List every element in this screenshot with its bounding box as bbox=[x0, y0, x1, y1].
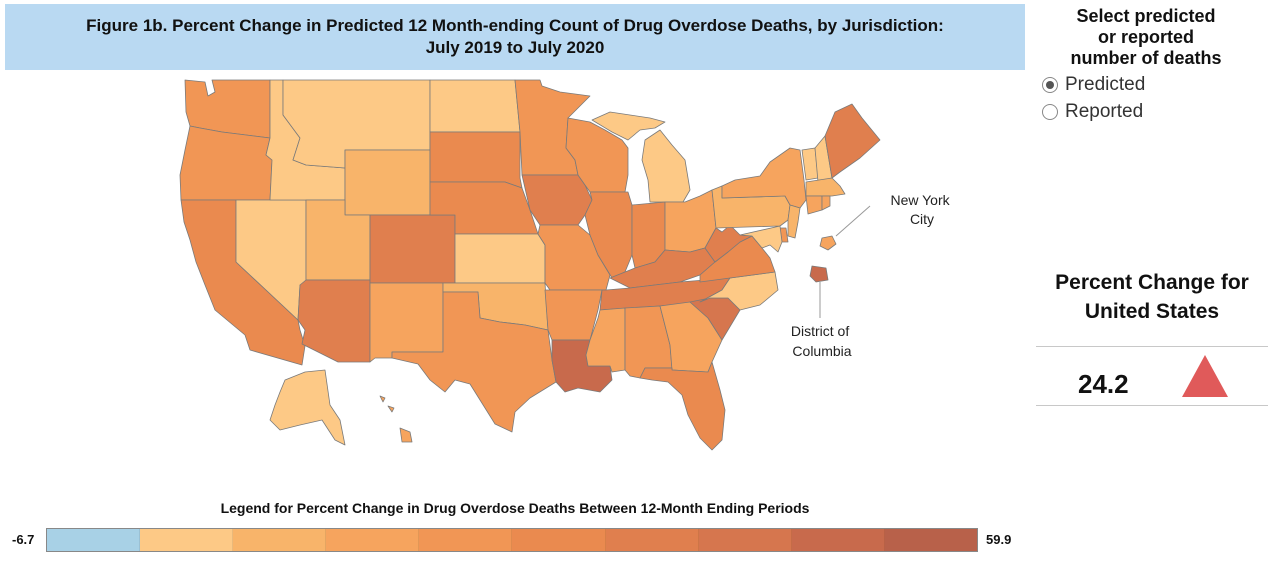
dc-label: District of Columbia bbox=[791, 323, 853, 359]
legend-segment-10 bbox=[884, 529, 977, 551]
legend-segment-3 bbox=[233, 529, 327, 551]
legend-segment-1 bbox=[47, 529, 141, 551]
nyc-label-line2: City bbox=[910, 211, 934, 227]
state-florida[interactable] bbox=[639, 361, 726, 451]
radio-predicted-label: Predicted bbox=[1065, 73, 1146, 95]
state-alaska[interactable] bbox=[269, 369, 346, 446]
increase-arrow-icon bbox=[1182, 355, 1228, 397]
nyc-label-line1: New York bbox=[890, 192, 950, 208]
legend-segment-4 bbox=[326, 529, 420, 551]
nyc-leader-line bbox=[835, 205, 871, 237]
state-maine[interactable] bbox=[824, 103, 881, 179]
state-rhode-island[interactable] bbox=[821, 195, 831, 211]
state-new-mexico[interactable] bbox=[369, 282, 444, 363]
radio-predicted-circle[interactable] bbox=[1042, 76, 1058, 93]
legend-segment-8 bbox=[698, 529, 792, 551]
figure-title-line2: July 2019 to July 2020 bbox=[425, 38, 605, 57]
state-north-carolina[interactable] bbox=[699, 271, 779, 311]
radio-reported-label: Reported bbox=[1065, 100, 1144, 122]
state-texas[interactable] bbox=[391, 291, 557, 433]
state-michigan[interactable] bbox=[641, 129, 691, 203]
state-michigan-upper[interactable] bbox=[591, 111, 666, 141]
us-percent-change-value: 24.2 bbox=[1078, 369, 1129, 399]
state-arizona[interactable] bbox=[297, 279, 371, 363]
area-district-of-columbia[interactable] bbox=[809, 265, 829, 283]
map-annotations: New York City District of Columbia bbox=[791, 192, 953, 359]
state-new-york[interactable] bbox=[721, 147, 807, 209]
state-south-dakota[interactable] bbox=[429, 131, 523, 189]
figure-title-line1: Figure 1b. Percent Change in Predicted 1… bbox=[86, 16, 944, 35]
us-summary-value-row: 24.2 bbox=[1036, 347, 1268, 405]
state-new-jersey[interactable] bbox=[787, 204, 801, 239]
state-connecticut[interactable] bbox=[805, 195, 823, 215]
us-summary: Percent Change for United States 24.2 bbox=[1036, 268, 1268, 406]
us-choropleth-map: New York City District of Columbia bbox=[0, 72, 1030, 492]
radio-predicted[interactable]: Predicted bbox=[1036, 73, 1266, 96]
us-summary-title: Percent Change for United States bbox=[1036, 268, 1268, 326]
data-type-selector: Select predicted or reported number of d… bbox=[1036, 6, 1266, 123]
radio-reported-circle[interactable] bbox=[1042, 103, 1058, 120]
us-summary-rule-bottom bbox=[1036, 405, 1268, 406]
state-kansas[interactable] bbox=[454, 233, 546, 284]
dc-label-line2: Columbia bbox=[792, 343, 851, 359]
state-wyoming[interactable] bbox=[344, 149, 431, 216]
states-layer bbox=[179, 79, 881, 451]
figure-title: Figure 1b. Percent Change in Predicted 1… bbox=[5, 4, 1025, 70]
legend-max-label: 59.9 bbox=[986, 532, 1012, 547]
legend-segment-7 bbox=[605, 529, 699, 551]
legend-color-bar bbox=[46, 528, 978, 552]
state-colorado[interactable] bbox=[369, 214, 456, 284]
map-svg: New York City District of Columbia bbox=[179, 79, 953, 451]
us-summary-title-line1: Percent Change for bbox=[1055, 271, 1249, 294]
area-new-york-city[interactable] bbox=[819, 235, 837, 251]
legend-min-label: -6.7 bbox=[12, 532, 35, 547]
selector-title: Select predicted or reported number of d… bbox=[1070, 6, 1222, 68]
state-north-dakota[interactable] bbox=[429, 79, 521, 133]
dc-label-line1: District of bbox=[791, 323, 849, 339]
state-oregon[interactable] bbox=[179, 125, 273, 201]
legend-segment-6 bbox=[512, 529, 606, 551]
legend-segment-2 bbox=[140, 529, 234, 551]
legend-segment-9 bbox=[791, 529, 885, 551]
nyc-label: New York City bbox=[890, 192, 953, 227]
us-summary-title-line2: United States bbox=[1084, 300, 1220, 323]
legend-title: Legend for Percent Change in Drug Overdo… bbox=[220, 500, 810, 516]
state-maryland[interactable] bbox=[739, 225, 783, 253]
legend-segment-5 bbox=[419, 529, 513, 551]
us-summary-rule-top bbox=[1036, 346, 1268, 347]
state-massachusetts[interactable] bbox=[805, 177, 846, 197]
radio-selected-dot bbox=[1046, 80, 1054, 89]
radio-reported[interactable]: Reported bbox=[1036, 100, 1266, 123]
state-hawaii[interactable] bbox=[379, 395, 413, 443]
